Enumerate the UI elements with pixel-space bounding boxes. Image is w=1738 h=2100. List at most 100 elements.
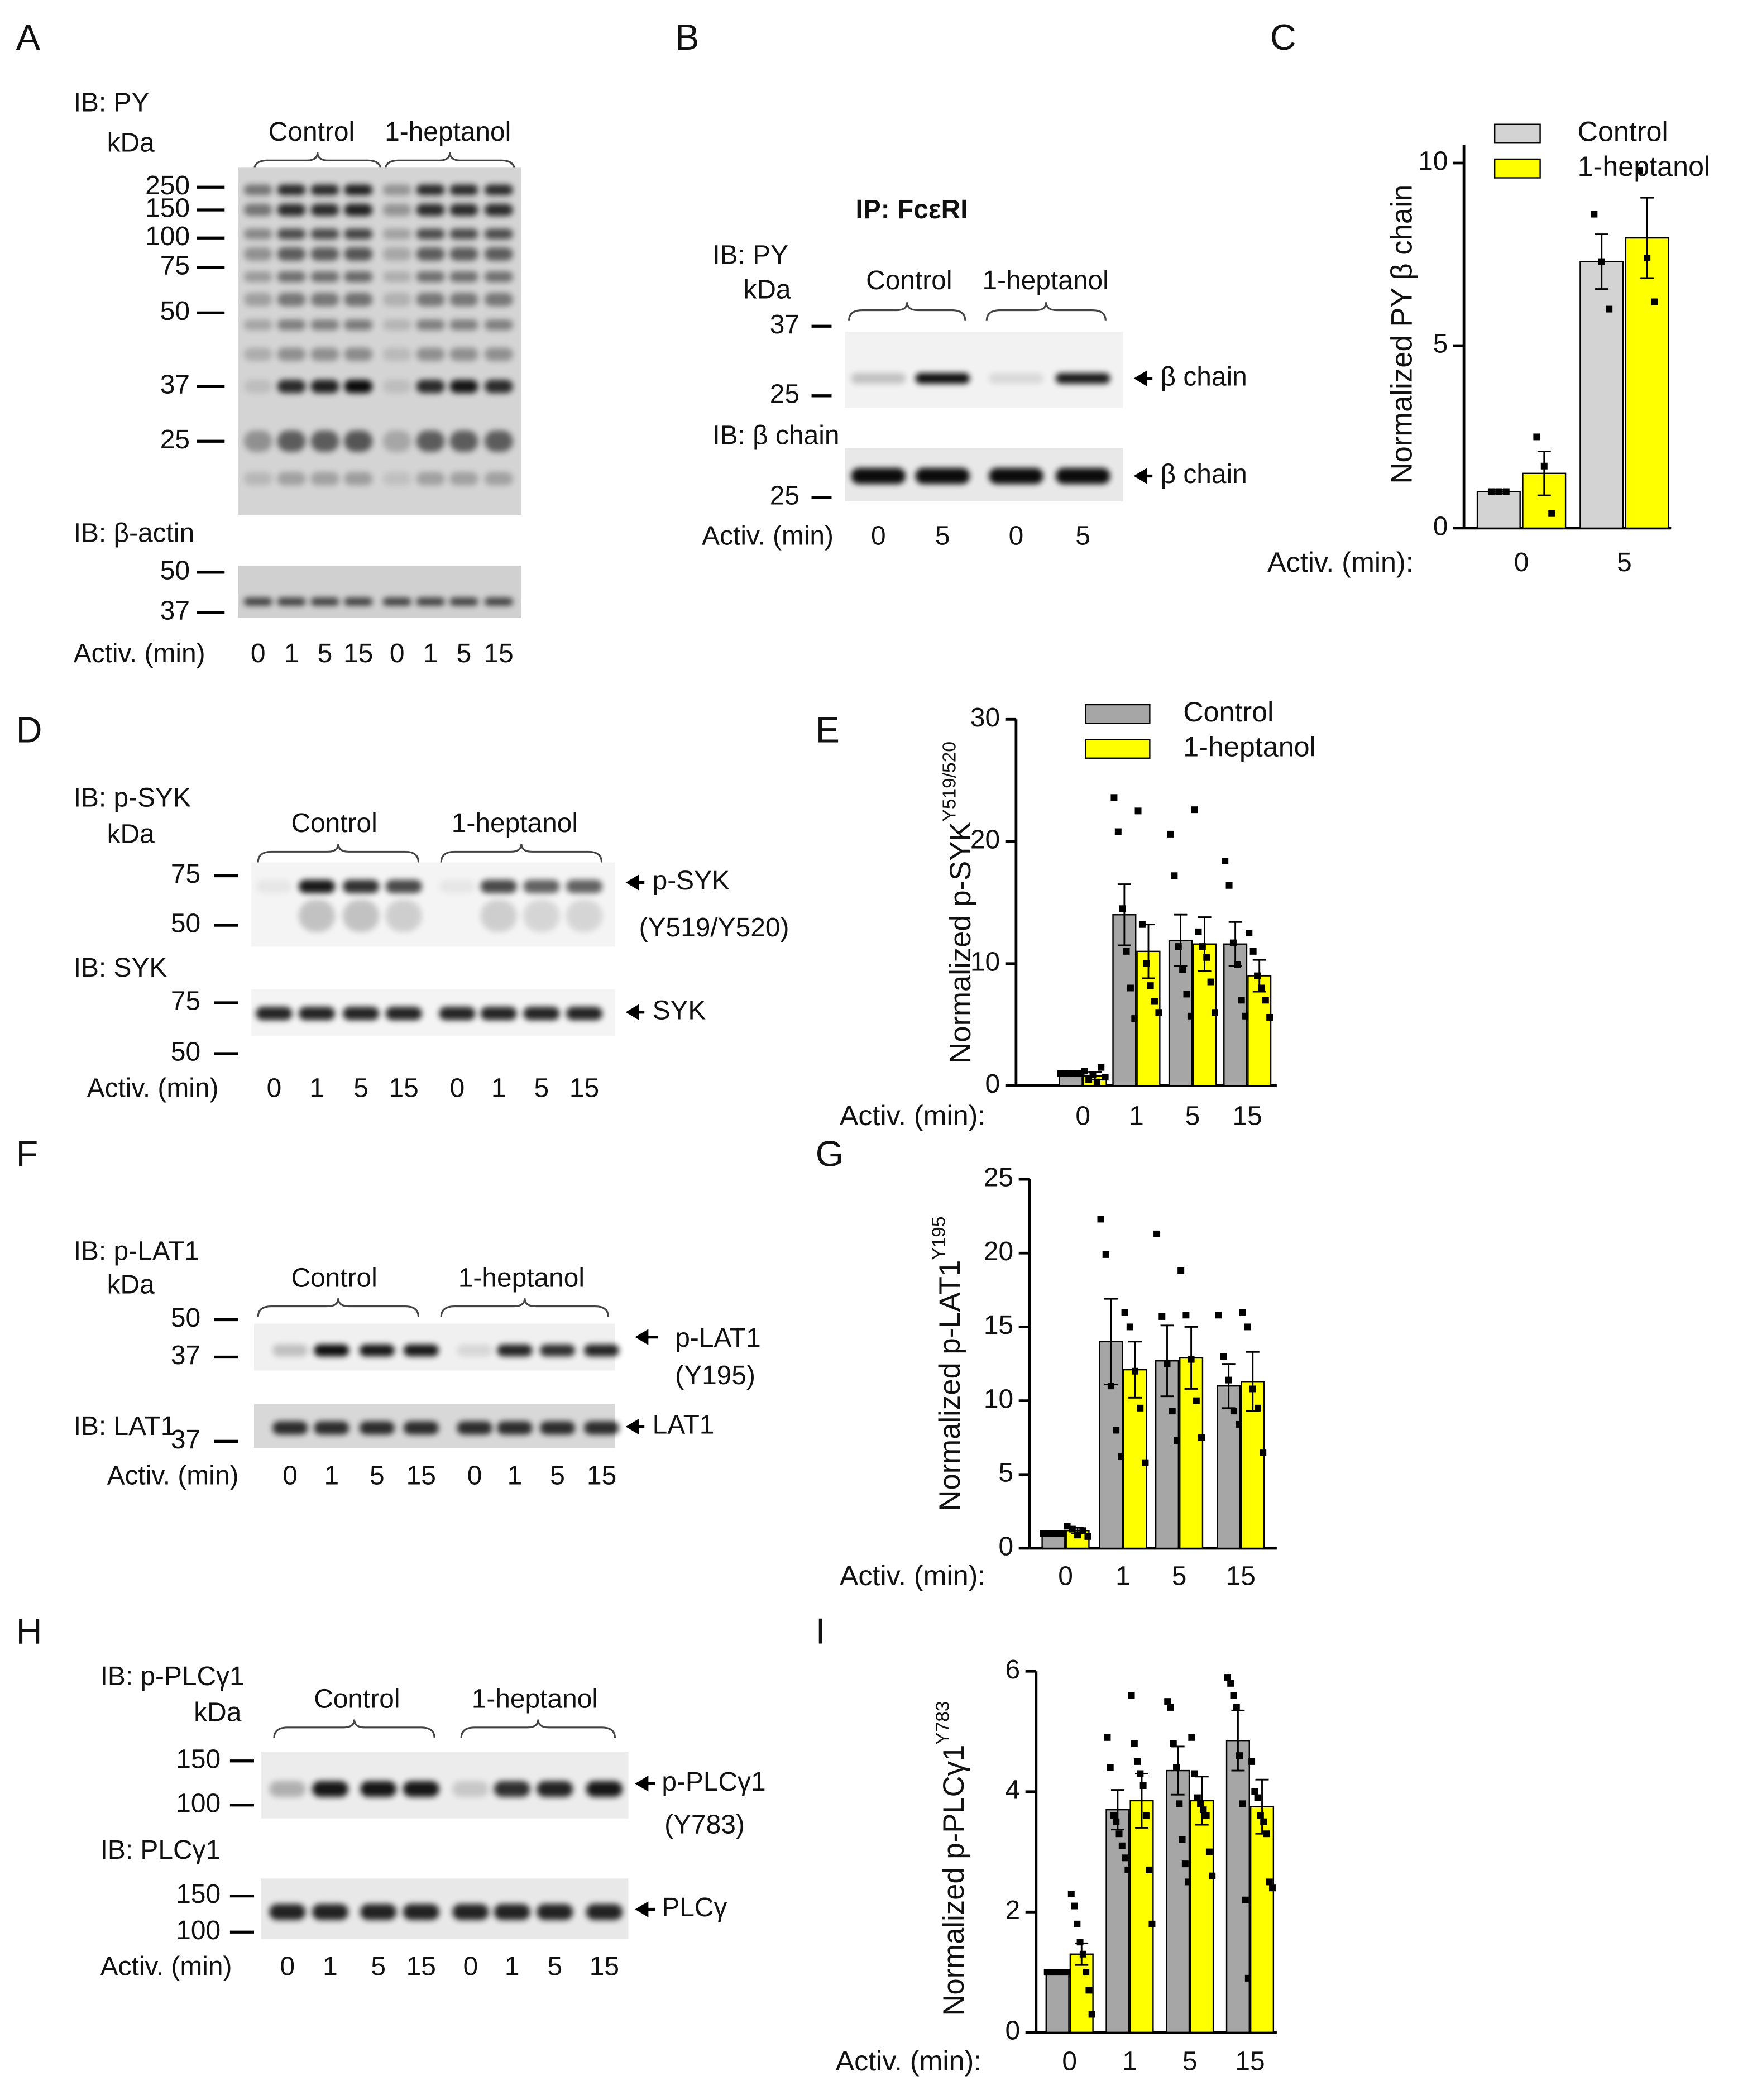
point [1181, 1860, 1189, 1868]
x-axis-label: Activ. (min): [836, 2045, 982, 2077]
target-label: β chain [1161, 460, 1247, 489]
x-axis-label: Activ. (min): [840, 1099, 986, 1131]
brace [985, 302, 1107, 321]
error-bar [1252, 959, 1266, 993]
y-axis-label-sup: Y519/520 [939, 742, 960, 822]
band [416, 597, 445, 606]
legend-label: 1-heptanol [1578, 150, 1711, 182]
error-bar [1537, 451, 1551, 496]
error-bar [1110, 1789, 1124, 1831]
band [272, 1344, 308, 1357]
marker-label: 100 [145, 222, 190, 251]
lane-label: 0 [1009, 521, 1024, 551]
band [277, 347, 306, 361]
lane-label: 1 [507, 1461, 523, 1491]
band [312, 1781, 349, 1797]
point [1128, 1692, 1135, 1699]
marker-label: 75 [171, 987, 200, 1016]
point [1254, 972, 1261, 979]
band [256, 879, 293, 893]
point [1195, 928, 1202, 935]
band [359, 1421, 395, 1435]
band [277, 184, 306, 195]
bar [1045, 1971, 1070, 2034]
bar [1225, 1740, 1250, 2034]
panel-label: F [16, 1133, 39, 1174]
point [1118, 1842, 1126, 1849]
band [480, 900, 517, 932]
band [449, 597, 478, 606]
lane-label: 5 [1075, 521, 1090, 551]
point [1139, 1782, 1147, 1790]
band [537, 1781, 573, 1797]
band [243, 347, 272, 361]
x-tick-label: 5 [1172, 1561, 1187, 1591]
legend-label: Control [1578, 116, 1668, 147]
arrow-head [625, 874, 639, 891]
panel-label: G [816, 1133, 844, 1174]
point [1179, 1836, 1186, 1843]
ib-label: IB: p-LAT1 [74, 1236, 199, 1266]
band [243, 472, 272, 486]
point [1142, 1812, 1150, 1819]
band [344, 347, 373, 361]
point [1122, 1854, 1129, 1862]
point [1260, 1818, 1267, 1825]
band [277, 597, 306, 606]
point [1254, 1404, 1261, 1412]
brace [384, 152, 516, 171]
point [1143, 960, 1150, 967]
legend-label: 1-heptanol [1183, 730, 1316, 762]
y-tick-label: 20 [984, 1237, 1013, 1266]
band [382, 347, 411, 361]
brace [440, 843, 603, 863]
point [1262, 997, 1269, 1004]
error-bar [1088, 1071, 1102, 1080]
band [851, 468, 906, 484]
point [1174, 1437, 1181, 1444]
lane-label: 1 [323, 1952, 338, 1982]
lane-label: 15 [569, 1073, 599, 1103]
point [1148, 1920, 1156, 1927]
point [1104, 1734, 1111, 1741]
band [484, 247, 513, 261]
point [1158, 1313, 1166, 1320]
target-label: p-SYK [653, 866, 730, 896]
error-bar [1595, 233, 1608, 290]
band [310, 597, 339, 606]
point [1167, 830, 1174, 838]
band [385, 879, 422, 893]
lane-label: 5 [550, 1461, 565, 1491]
panel-label: H [16, 1610, 42, 1651]
group-label: Control [291, 809, 377, 838]
band [277, 472, 306, 486]
kda-label: kDa [194, 1698, 242, 1728]
blot [238, 565, 521, 618]
ib-label: IB: PY [712, 240, 788, 270]
point [1227, 1680, 1234, 1687]
point [1076, 1939, 1084, 1946]
point [1102, 1074, 1109, 1081]
error-bar [1246, 1351, 1260, 1412]
band [243, 319, 272, 331]
point [1146, 1866, 1153, 1873]
ib-label: IB: PLCγ1 [100, 1835, 221, 1865]
point [1055, 1530, 1062, 1537]
y-tick-label: 20 [970, 825, 1000, 855]
kda-label: kDa [107, 819, 155, 849]
band [344, 430, 373, 452]
y-tick-label: 10 [970, 947, 1000, 977]
point [1084, 1533, 1091, 1540]
point [1131, 1015, 1138, 1022]
lane-label: 5 [370, 1461, 385, 1491]
point [1248, 1758, 1256, 1765]
lane-label: 15 [406, 1952, 436, 1982]
band [584, 1421, 620, 1435]
bar [1247, 975, 1272, 1087]
y-tick-label: 30 [970, 703, 1000, 733]
y-axis-label-main: Normalized p-SYK [944, 822, 977, 1064]
point [1124, 1866, 1132, 1873]
point [1123, 948, 1130, 955]
band [449, 430, 478, 452]
band [243, 380, 272, 394]
